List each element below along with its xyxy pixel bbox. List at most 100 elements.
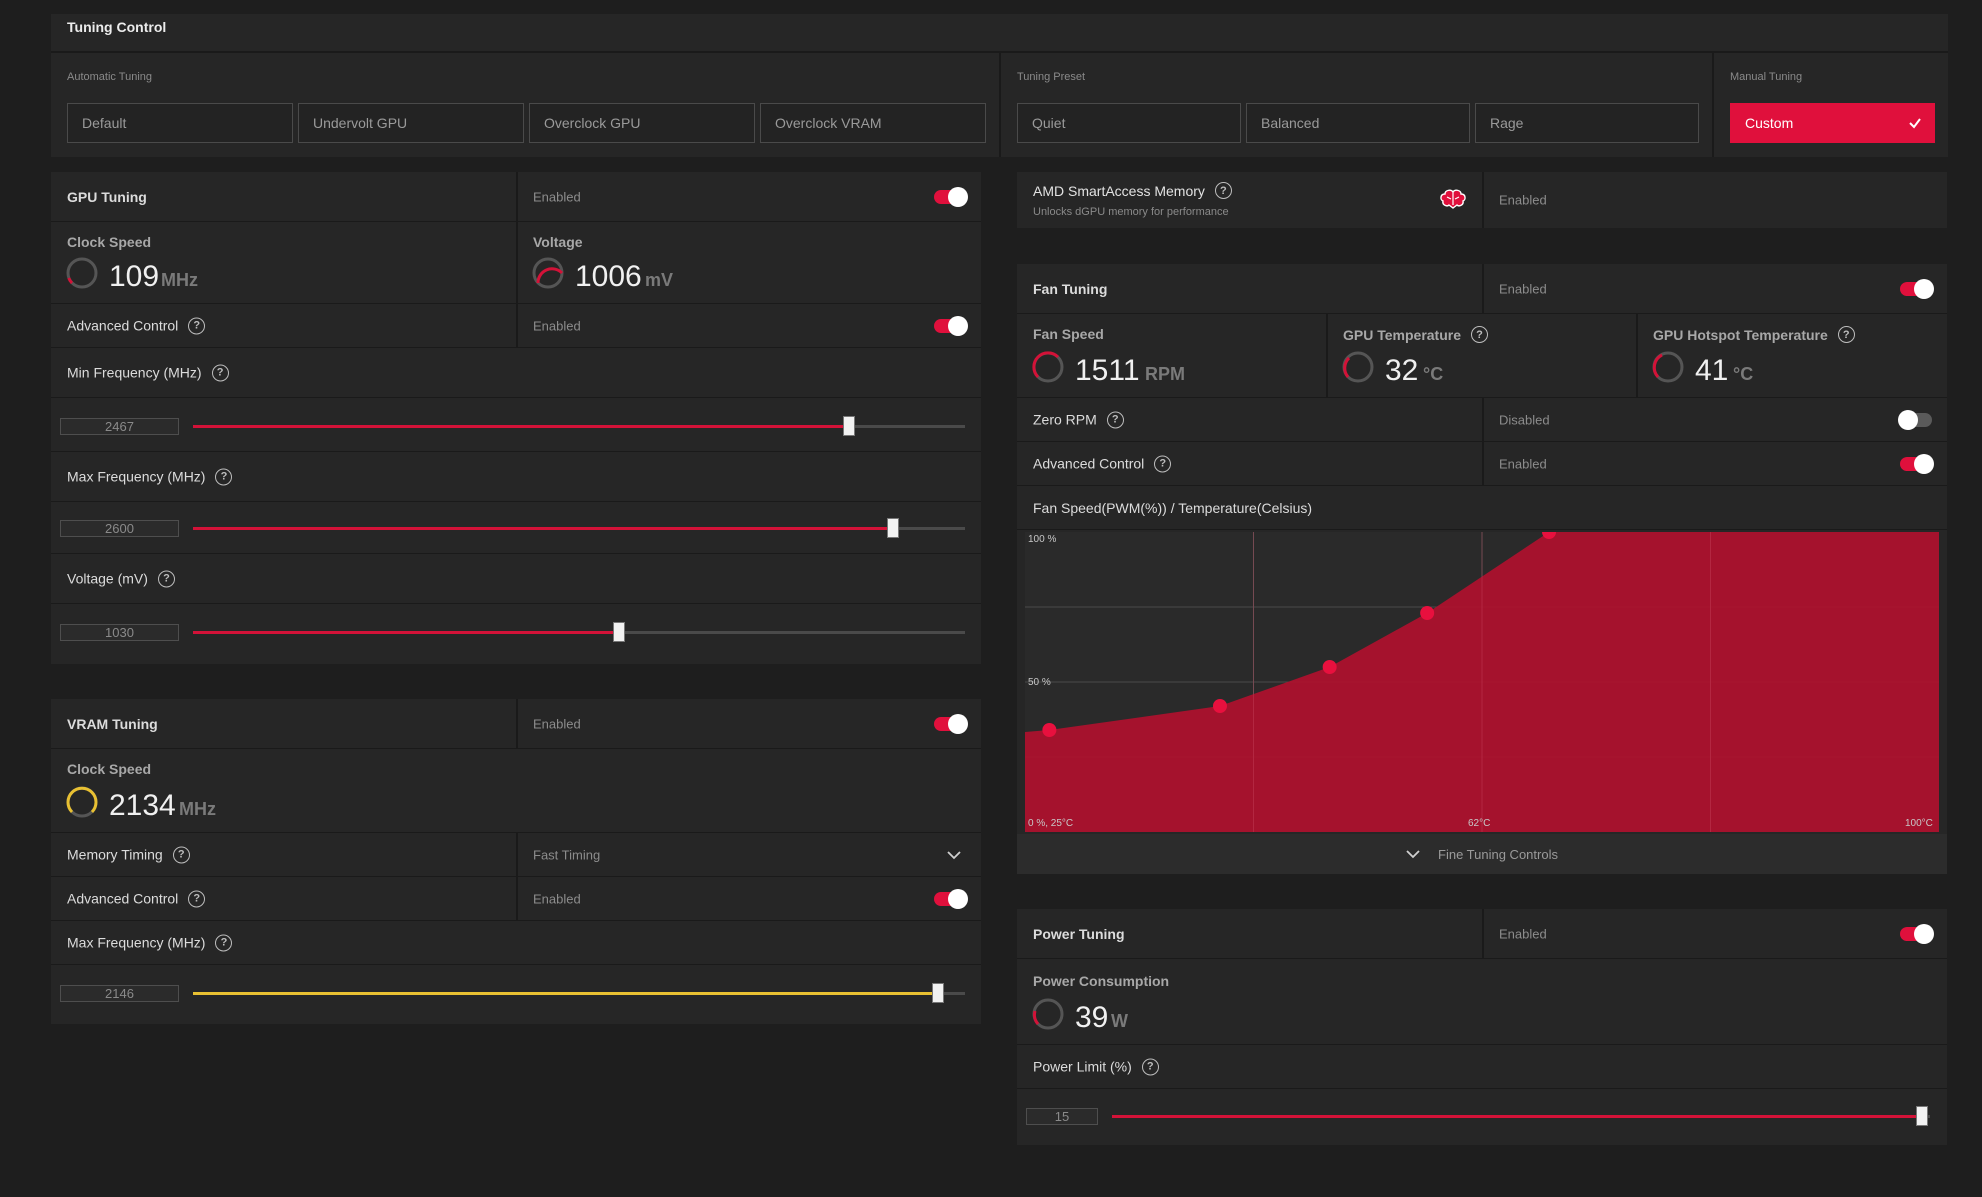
slider-thumb[interactable] — [887, 518, 900, 538]
power-tuning-toggle[interactable] — [1900, 923, 1934, 944]
help-icon[interactable]: ? — [1471, 326, 1488, 343]
row-divider — [1482, 442, 1484, 485]
vram-max-frequency-label: Max Frequency (MHz)? — [67, 934, 233, 951]
vram-clock-speed-unit: MHz — [179, 799, 216, 819]
fan-curve-point-2[interactable] — [1212, 699, 1227, 713]
smart-access-memory-state: Enabled — [1499, 192, 1547, 208]
balanced-preset-button[interactable]: Balanced — [1246, 103, 1470, 143]
max-frequency-slider[interactable] — [193, 518, 965, 538]
fine-tuning-controls-button[interactable]: Fine Tuning Controls — [1017, 834, 1947, 874]
fan-speed-label: Fan Speed — [1033, 326, 1104, 342]
fan-tuning-header-row: Fan Tuning Enabled — [1017, 264, 1947, 314]
power-limit-slider[interactable] — [1112, 1106, 1930, 1126]
vram-max-frequency-input[interactable]: 2146 — [60, 985, 179, 1002]
fan-tuning-title: Fan Tuning — [1033, 280, 1108, 297]
tuning-preset-label: Tuning Preset — [1017, 71, 1086, 83]
voltage-slider-label-row: Voltage (mV)? — [51, 554, 981, 604]
voltage-unit: mV — [645, 270, 674, 290]
overclock-gpu-button[interactable]: Overclock GPU — [529, 103, 755, 143]
power-consumption-value: 39 — [1075, 1001, 1109, 1034]
power-tuning-header-row: Power Tuning Enabled — [1017, 909, 1947, 959]
rage-preset-button[interactable]: Rage — [1475, 103, 1699, 143]
help-icon[interactable]: ? — [1837, 326, 1855, 343]
fan-curve-point-4[interactable] — [1420, 606, 1435, 620]
slider-fill — [193, 527, 894, 530]
gpu-tuning-header-row: GPU Tuning Enabled — [51, 172, 981, 222]
max-frequency-input[interactable]: 2600 — [60, 520, 179, 537]
max-frequency-text: Max Frequency (MHz) — [67, 468, 206, 485]
y-tick-100: 100 % — [1028, 534, 1057, 545]
fan-tuning-toggle[interactable] — [1900, 278, 1934, 299]
metric-divider — [1326, 314, 1328, 397]
help-icon[interactable]: ? — [188, 317, 206, 334]
quiet-preset-button[interactable]: Quiet — [1017, 103, 1241, 143]
zero-rpm-state: Disabled — [1499, 412, 1550, 427]
gpu-temperature-unit: °C — [1423, 364, 1444, 384]
power-limit-input[interactable]: 15 — [1026, 1108, 1098, 1125]
fan-metrics-row: Fan Speed 1511 RPM GPU Temperature? 32 °… — [1017, 314, 1947, 398]
help-icon[interactable]: ? — [1214, 182, 1232, 199]
voltage-slider[interactable] — [193, 622, 965, 642]
voltage-slider-text: Voltage (mV) — [67, 570, 148, 587]
preset-manual-divider — [1712, 53, 1714, 157]
slider-thumb[interactable] — [843, 416, 856, 436]
memory-timing-select[interactable]: Fast Timing — [533, 847, 601, 862]
tuning-control-title: Tuning Control — [67, 19, 167, 35]
vram-advanced-control-toggle[interactable] — [934, 888, 968, 909]
fan-curve-chart[interactable]: 100 % 50 % 0 %, 25°C 62°C 100°C — [1025, 532, 1939, 832]
gpu-tuning-title: GPU Tuning — [67, 188, 147, 205]
fan-curve-title-row: Fan Speed(PWM(%)) / Temperature(Celsius) — [1017, 486, 1947, 530]
help-icon[interactable]: ? — [215, 468, 233, 485]
help-icon[interactable]: ? — [215, 934, 233, 951]
max-frequency-slider-row: 2600 — [51, 502, 981, 554]
undervolt-gpu-button[interactable]: Undervolt GPU — [298, 103, 524, 143]
help-icon[interactable]: ? — [172, 846, 190, 863]
slider-thumb[interactable] — [613, 622, 626, 642]
gpu-advanced-control-text: Advanced Control — [67, 317, 179, 334]
help-icon[interactable]: ? — [1154, 455, 1172, 472]
help-icon[interactable]: ? — [188, 890, 206, 907]
gpu-advanced-control-toggle[interactable] — [934, 315, 968, 336]
chevron-down-icon[interactable] — [947, 850, 961, 860]
fan-tuning-state: Enabled — [1499, 281, 1547, 296]
brain-icon — [1440, 189, 1466, 209]
metric-divider — [516, 222, 518, 303]
power-consumption-unit: W — [1111, 1011, 1128, 1031]
automatic-preset-divider — [999, 53, 1001, 157]
toggle-knob — [948, 888, 968, 909]
vram-max-frequency-slider[interactable] — [193, 983, 965, 1003]
help-icon[interactable]: ? — [211, 364, 229, 381]
voltage-slider-row: 1030 — [51, 604, 981, 664]
custom-tuning-button[interactable]: Custom — [1730, 103, 1935, 143]
slider-thumb[interactable] — [1915, 1106, 1928, 1126]
row-divider — [516, 833, 518, 876]
vram-tuning-header-row: VRAM Tuning Enabled — [51, 699, 981, 749]
fan-curve-point-5[interactable] — [1542, 532, 1557, 539]
help-icon[interactable]: ? — [157, 570, 175, 587]
min-frequency-slider[interactable] — [193, 416, 965, 436]
fan-advanced-control-toggle[interactable] — [1900, 453, 1934, 474]
fan-curve-point-1[interactable] — [1042, 723, 1057, 737]
help-icon[interactable]: ? — [1141, 1058, 1159, 1075]
row-divider — [1482, 264, 1484, 313]
fan-curve-svg[interactable] — [1025, 532, 1939, 832]
fan-speed-value: 1511 — [1075, 354, 1140, 387]
min-frequency-input[interactable]: 2467 — [60, 418, 179, 435]
x-tick-100: 100°C — [1905, 818, 1933, 829]
default-button[interactable]: Default — [67, 103, 293, 143]
checkmark-icon — [1909, 118, 1921, 129]
slider-thumb[interactable] — [931, 983, 944, 1003]
fan-curve-point-3[interactable] — [1322, 660, 1337, 674]
overclock-vram-button[interactable]: Overclock VRAM — [760, 103, 986, 143]
vram-metrics-row: Clock Speed 2134 MHz — [51, 749, 981, 833]
fan-advanced-control-text: Advanced Control — [1033, 455, 1145, 472]
vram-tuning-toggle[interactable] — [934, 713, 968, 734]
help-icon[interactable]: ? — [1106, 411, 1124, 428]
power-consumption-gauge-icon — [1032, 998, 1064, 1030]
voltage-input[interactable]: 1030 — [60, 624, 179, 641]
vram-advanced-control-text: Advanced Control — [67, 890, 179, 907]
gpu-tuning-toggle[interactable] — [934, 186, 968, 207]
zero-rpm-row: Zero RPM? Disabled — [1017, 398, 1947, 442]
zero-rpm-toggle[interactable] — [1898, 409, 1932, 430]
max-frequency-label: Max Frequency (MHz)? — [67, 468, 233, 485]
